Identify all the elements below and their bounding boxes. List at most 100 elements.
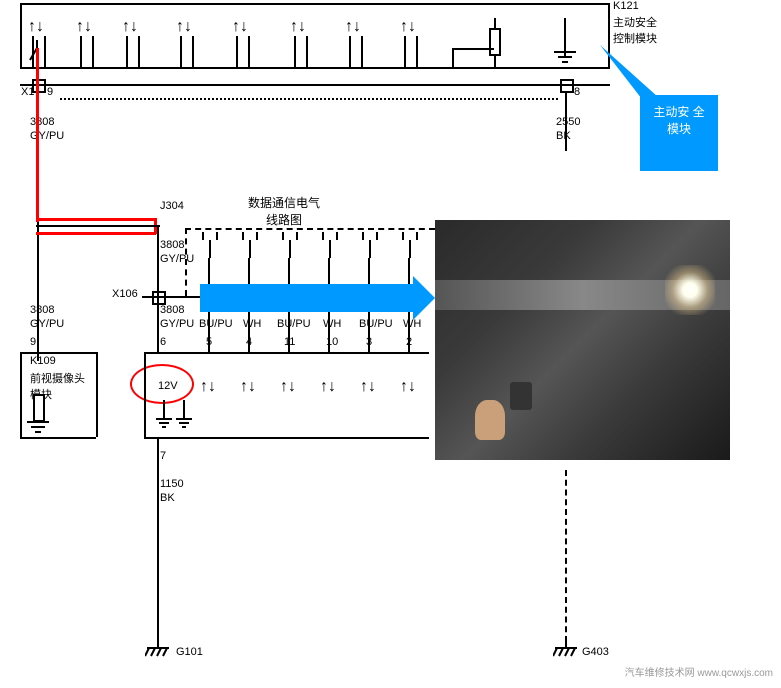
callout-text: 主动安 全模块 bbox=[653, 105, 704, 136]
top-box-left bbox=[20, 3, 22, 67]
stub-5b bbox=[248, 36, 250, 67]
x106-pin6-box bbox=[152, 291, 166, 305]
callout-box: 主动安 全模块 bbox=[640, 95, 718, 171]
blue-arrow bbox=[200, 284, 415, 312]
bot-ground-icon-1 bbox=[156, 418, 172, 430]
wire-3808-low-code: 3808 bbox=[160, 304, 184, 316]
top-pair-7: ↑↓ bbox=[345, 20, 361, 34]
pin3-color: BU/PU bbox=[359, 318, 393, 330]
top-pair-4: ↑↓ bbox=[176, 20, 192, 34]
j304-label: J304 bbox=[160, 200, 184, 212]
stub-2b bbox=[92, 36, 94, 67]
j304-bar bbox=[36, 225, 160, 227]
dash-top bbox=[185, 228, 435, 230]
x1-pin9-box bbox=[32, 79, 46, 93]
wiring-diagram: K121 主动安全 控制模块 ↑↓ ↑↓ ↑↓ ↑↓ ↑↓ ↑↓ ↑↓ ↑↓ 主… bbox=[0, 0, 781, 688]
dash-left bbox=[185, 228, 187, 296]
g101-icon bbox=[145, 642, 171, 662]
k109-pin9: 9 bbox=[30, 336, 36, 348]
callout-arrow bbox=[600, 45, 660, 105]
stub-6a bbox=[294, 36, 296, 67]
top-pair-2: ↑↓ bbox=[76, 20, 92, 34]
wire-1150-color: BK bbox=[160, 492, 175, 504]
wire-3808-left-code: 3808 bbox=[30, 304, 54, 316]
top-pair-1: ↑↓ bbox=[28, 20, 44, 34]
top-pair-3: ↑↓ bbox=[122, 20, 138, 34]
bot-pair-6: ↑↓ bbox=[400, 380, 416, 394]
tap-6 bbox=[402, 232, 418, 258]
bot-gnd-stem2 bbox=[183, 400, 185, 418]
x106-label: X106 bbox=[112, 288, 138, 300]
bot-pair-5: ↑↓ bbox=[360, 380, 376, 394]
top-cap-h bbox=[452, 48, 494, 50]
x1-pin9: 9 bbox=[47, 86, 53, 98]
watermark: 汽车维修技术网 www.qcwxjs.com bbox=[625, 667, 773, 680]
top-pair-5: ↑↓ bbox=[232, 20, 248, 34]
tap-4 bbox=[322, 232, 338, 258]
red-line-main bbox=[36, 48, 39, 222]
pin4-color: WH bbox=[243, 318, 261, 330]
bot-box-left bbox=[144, 352, 146, 437]
wire-pin7-down bbox=[157, 437, 159, 642]
x1-dotted bbox=[60, 98, 558, 100]
k109-connector: K109 bbox=[30, 355, 56, 367]
k121-name: 主动安全 控制模块 bbox=[613, 14, 657, 46]
top-pair-6: ↑↓ bbox=[290, 20, 306, 34]
k109-box-top bbox=[20, 352, 96, 354]
k109-box-right bbox=[96, 352, 98, 437]
tap-1 bbox=[202, 232, 218, 258]
wire-2550-code: 2550 bbox=[556, 116, 580, 128]
top-box-top bbox=[20, 3, 610, 5]
stub-7a bbox=[349, 36, 351, 67]
wire-3808-left-color: GY/PU bbox=[30, 318, 64, 330]
wire-2550-color: BK bbox=[556, 130, 571, 142]
red-circle bbox=[130, 364, 194, 404]
k109-box-bot bbox=[20, 437, 96, 439]
x1-pin8: 8 bbox=[574, 86, 580, 98]
stub-4b bbox=[192, 36, 194, 67]
g403-icon bbox=[553, 642, 579, 662]
wire-3808-low-color: GY/PU bbox=[160, 318, 194, 330]
bstub-6 bbox=[157, 303, 159, 352]
wire-3808-mid-color: GY/PU bbox=[160, 253, 194, 265]
top-ground-icon bbox=[554, 50, 576, 64]
stub-4a bbox=[180, 36, 182, 67]
pin7: 7 bbox=[160, 450, 166, 462]
bot-box-top bbox=[144, 352, 429, 354]
bot-pair-3: ↑↓ bbox=[280, 380, 296, 394]
x106-pin6: 6 bbox=[160, 336, 166, 348]
k109-box-left bbox=[20, 352, 22, 437]
top-resistor bbox=[489, 28, 501, 56]
x1-line bbox=[20, 84, 610, 86]
stub-8a bbox=[404, 36, 406, 67]
pin5-color: BU/PU bbox=[199, 318, 233, 330]
bot-gnd-stem1 bbox=[163, 400, 165, 418]
red-line-top bbox=[36, 218, 156, 221]
photo-inset bbox=[435, 220, 730, 460]
top-pair-8: ↑↓ bbox=[400, 20, 416, 34]
stub-5a bbox=[236, 36, 238, 67]
g403-wire bbox=[565, 470, 567, 642]
tap-2 bbox=[242, 232, 258, 258]
bot-pair-1: ↑↓ bbox=[200, 380, 216, 394]
k121-connector: K121 bbox=[613, 0, 639, 12]
tap-5 bbox=[362, 232, 378, 258]
top-cap-v bbox=[452, 48, 454, 67]
bot-box-bot bbox=[144, 437, 429, 439]
stub-3b bbox=[138, 36, 140, 67]
bot-pair-2: ↑↓ bbox=[240, 380, 256, 394]
stub-6b bbox=[306, 36, 308, 67]
tap-3 bbox=[282, 232, 298, 258]
wire-pin8-down bbox=[565, 91, 567, 151]
k109-resistor bbox=[33, 394, 45, 422]
stub-7b bbox=[361, 36, 363, 67]
wire-1150-code: 1150 bbox=[160, 478, 184, 490]
wire-3808-mid-code: 3808 bbox=[160, 239, 184, 251]
g403-label: G403 bbox=[582, 646, 609, 658]
g101-label: G101 bbox=[176, 646, 203, 658]
pin10-color: WH bbox=[323, 318, 341, 330]
x1-pin8-box bbox=[560, 79, 574, 93]
k109-ground-icon bbox=[27, 420, 49, 434]
stub-8b bbox=[416, 36, 418, 67]
top-box-bottom bbox=[20, 67, 610, 69]
